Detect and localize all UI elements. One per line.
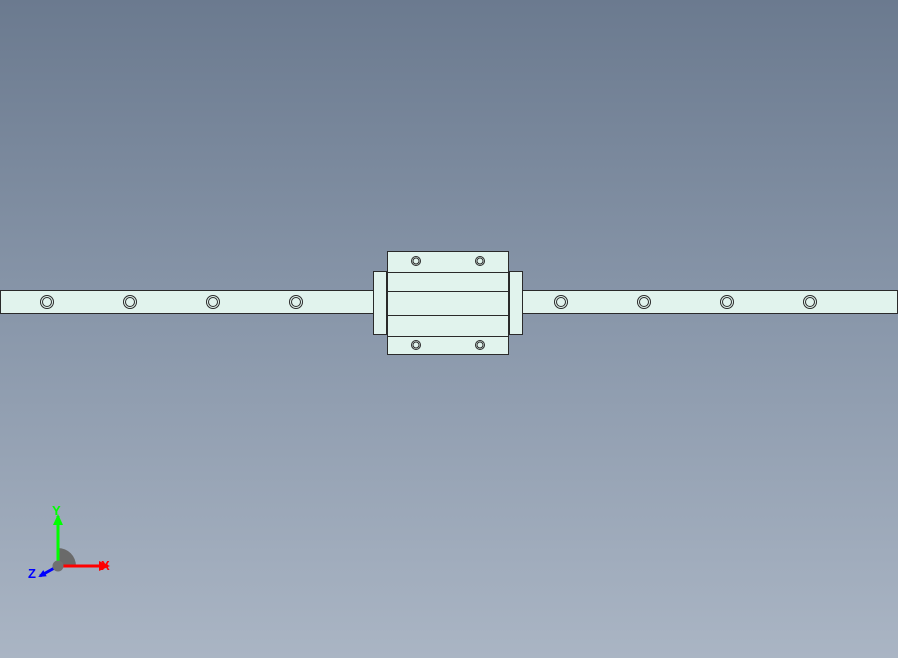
carriage-mounting-hole: [475, 256, 485, 266]
axis-z: [40, 566, 58, 576]
carriage-endcap-right: [509, 271, 523, 335]
carriage-mounting-hole: [475, 340, 485, 350]
carriage-endcap-left: [373, 271, 387, 335]
triad-origin-sphere: [53, 561, 64, 572]
rail-mounting-hole: [40, 295, 54, 309]
axis-z-head: [38, 570, 46, 577]
carriage-mounting-hole: [411, 340, 421, 350]
rail-mounting-hole: [637, 295, 651, 309]
rail-mounting-hole: [720, 295, 734, 309]
axis-label-y: Y: [52, 503, 61, 518]
rail-mounting-hole: [803, 295, 817, 309]
rail-mounting-hole: [554, 295, 568, 309]
axis-label-z: Z: [28, 566, 36, 581]
rail-mounting-hole: [206, 295, 220, 309]
axis-label-x: X: [101, 558, 110, 573]
cad-viewport[interactable]: X Y Z: [0, 0, 898, 658]
rail-mounting-hole: [123, 295, 137, 309]
carriage-mounting-hole: [411, 256, 421, 266]
triad-origin-icon: [58, 548, 76, 566]
carriage-body: [387, 251, 509, 355]
rail-mounting-hole: [289, 295, 303, 309]
